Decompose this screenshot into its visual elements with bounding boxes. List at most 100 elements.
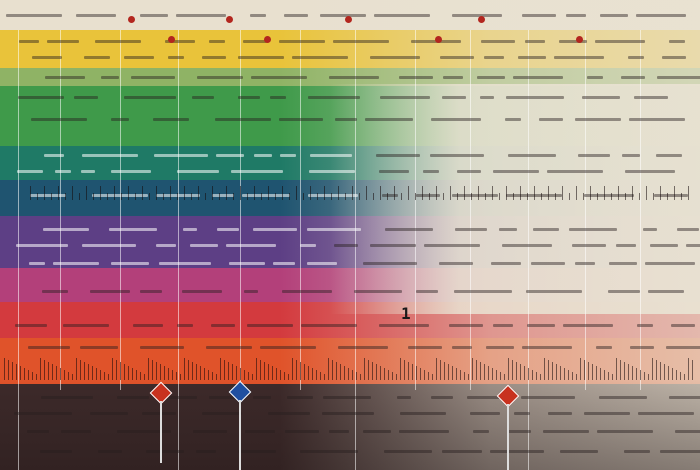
tick-mark (261, 193, 262, 200)
tick-mark (628, 364, 629, 380)
tick-mark (24, 368, 25, 380)
glyph-run (430, 154, 484, 157)
tick-mark (590, 186, 591, 200)
glyph-run (231, 170, 283, 173)
glyph-run (280, 154, 296, 157)
glyph-run (399, 430, 449, 433)
grid-line (640, 30, 641, 390)
tick-mark (205, 193, 206, 200)
tick-mark (588, 362, 589, 380)
glyph-run (253, 396, 271, 399)
tick-mark (177, 193, 178, 200)
glyph-run (300, 450, 358, 453)
tick-mark (260, 360, 261, 380)
glyph-run (608, 290, 640, 293)
glyph-run (212, 194, 234, 197)
tick-mark (156, 362, 157, 380)
glyph-run (597, 430, 653, 433)
tick-mark (92, 366, 93, 380)
glyph-run (27, 430, 49, 433)
tick-mark (254, 186, 255, 200)
tick-mark (632, 186, 633, 200)
tick-mark (684, 374, 685, 380)
tick-mark (444, 362, 445, 380)
tick-mark (408, 186, 409, 200)
glyph-run (301, 324, 357, 327)
tick-mark (584, 360, 585, 380)
glyph-run (140, 290, 162, 293)
tick-mark (420, 368, 421, 380)
tick-mark (528, 368, 529, 380)
glyph-run (17, 170, 43, 173)
tick-mark (527, 193, 528, 200)
tick-mark (248, 372, 249, 380)
glyph-run (521, 396, 575, 399)
tick-mark (688, 186, 689, 200)
glyph-run (625, 170, 675, 173)
glyph-run (229, 262, 265, 265)
tick-mark (597, 193, 598, 200)
glyph-run (32, 56, 62, 59)
glyph-run (449, 324, 483, 327)
tick-mark (664, 364, 665, 380)
glyph-run (505, 118, 521, 121)
glyph-run (559, 40, 587, 43)
glyph-run (365, 118, 413, 121)
tick-mark (56, 366, 57, 380)
red-dot (345, 16, 352, 23)
tick-mark (184, 186, 185, 200)
tick-mark (464, 372, 465, 380)
tick-mark (412, 364, 413, 380)
tick-mark (16, 364, 17, 380)
glyph-run (165, 40, 195, 43)
glyph-run (493, 170, 539, 173)
tick-mark (681, 193, 682, 200)
tick-mark (188, 360, 189, 380)
tick-mark (310, 186, 311, 200)
tick-mark (233, 193, 234, 200)
tick-mark (275, 193, 276, 200)
tick-mark (373, 193, 374, 200)
glyph-run (514, 412, 530, 415)
glyph-run (548, 412, 572, 415)
glyph-run (183, 228, 197, 231)
tick-mark (672, 368, 673, 380)
tick-mark (148, 358, 149, 380)
glyph-run (81, 170, 95, 173)
glyph-run (196, 450, 216, 453)
tick-mark (448, 364, 449, 380)
tick-mark (172, 370, 173, 380)
glyph-run (41, 396, 93, 399)
glyph-run (309, 170, 355, 173)
tick-mark (328, 358, 329, 380)
tick-mark (680, 372, 681, 380)
glyph-run (484, 56, 504, 59)
tick-mark (65, 193, 66, 200)
tick-mark (272, 366, 273, 380)
tick-mark (176, 372, 177, 380)
glyph-run (111, 118, 129, 121)
glyph-run (490, 450, 544, 453)
tick-mark (48, 362, 49, 380)
tick-mark (556, 364, 557, 380)
glyph-run (624, 450, 650, 453)
tick-mark (192, 362, 193, 380)
tick-mark (116, 360, 117, 380)
glyph-run (525, 40, 545, 43)
tick-mark (492, 368, 493, 380)
tick-mark (240, 186, 241, 200)
tick-mark (120, 362, 121, 380)
glyph-run (320, 14, 366, 17)
glyph-run (45, 76, 85, 79)
glyph-run (292, 56, 348, 59)
glyph-run (650, 244, 678, 247)
glyph-run (470, 412, 500, 415)
glyph-run (531, 262, 565, 265)
glyph-run (379, 324, 429, 327)
glyph-run (84, 56, 110, 59)
tick-mark (32, 372, 33, 380)
tick-mark (499, 193, 500, 200)
glyph-run (481, 40, 515, 43)
tick-mark (604, 370, 605, 380)
tick-mark (508, 358, 509, 380)
